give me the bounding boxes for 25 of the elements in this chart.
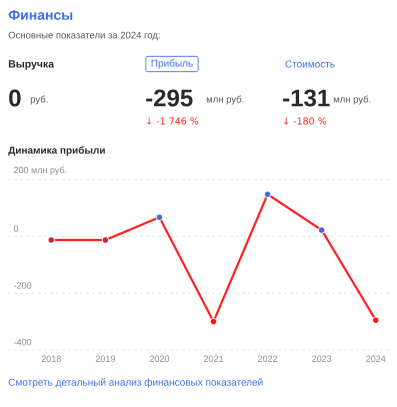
- y-tick-label: 0: [14, 225, 18, 232]
- x-tick-label: 2020: [150, 356, 170, 362]
- x-tick-label: 2024: [366, 356, 386, 362]
- text: млн руб.: [206, 96, 244, 104]
- text: -295: [146, 90, 193, 106]
- text: Смотреть детальный анализ финансовых показателей: [8, 378, 262, 388]
- x-tick-label: 2022: [258, 356, 278, 362]
- x-tick-label: 2018: [42, 356, 61, 362]
- text: ↓ -180 %: [284, 117, 326, 125]
- x-tick-label: 2023: [312, 356, 332, 362]
- x-tick-label: 2019: [96, 356, 115, 362]
- text: Динамика прибыли: [8, 146, 105, 156]
- text: млн руб.: [334, 96, 370, 104]
- chart-subtitle: Основные показатели за 2024 год:: [8, 32, 160, 40]
- text: Прибыль: [152, 59, 193, 69]
- text: руб.: [30, 96, 48, 104]
- text: Стоимость: [285, 60, 335, 68]
- y-tick-label: -400: [14, 339, 32, 346]
- text: ↓ -1 746 %: [147, 117, 198, 125]
- y-tick-label: 200 млн руб.: [14, 166, 66, 175]
- text: -131: [283, 89, 330, 107]
- y-tick-label: -200: [14, 282, 32, 289]
- x-tick-label: 2021: [204, 356, 224, 362]
- chart-title: Финансы: [8, 10, 72, 20]
- text: Выручка: [8, 60, 54, 70]
